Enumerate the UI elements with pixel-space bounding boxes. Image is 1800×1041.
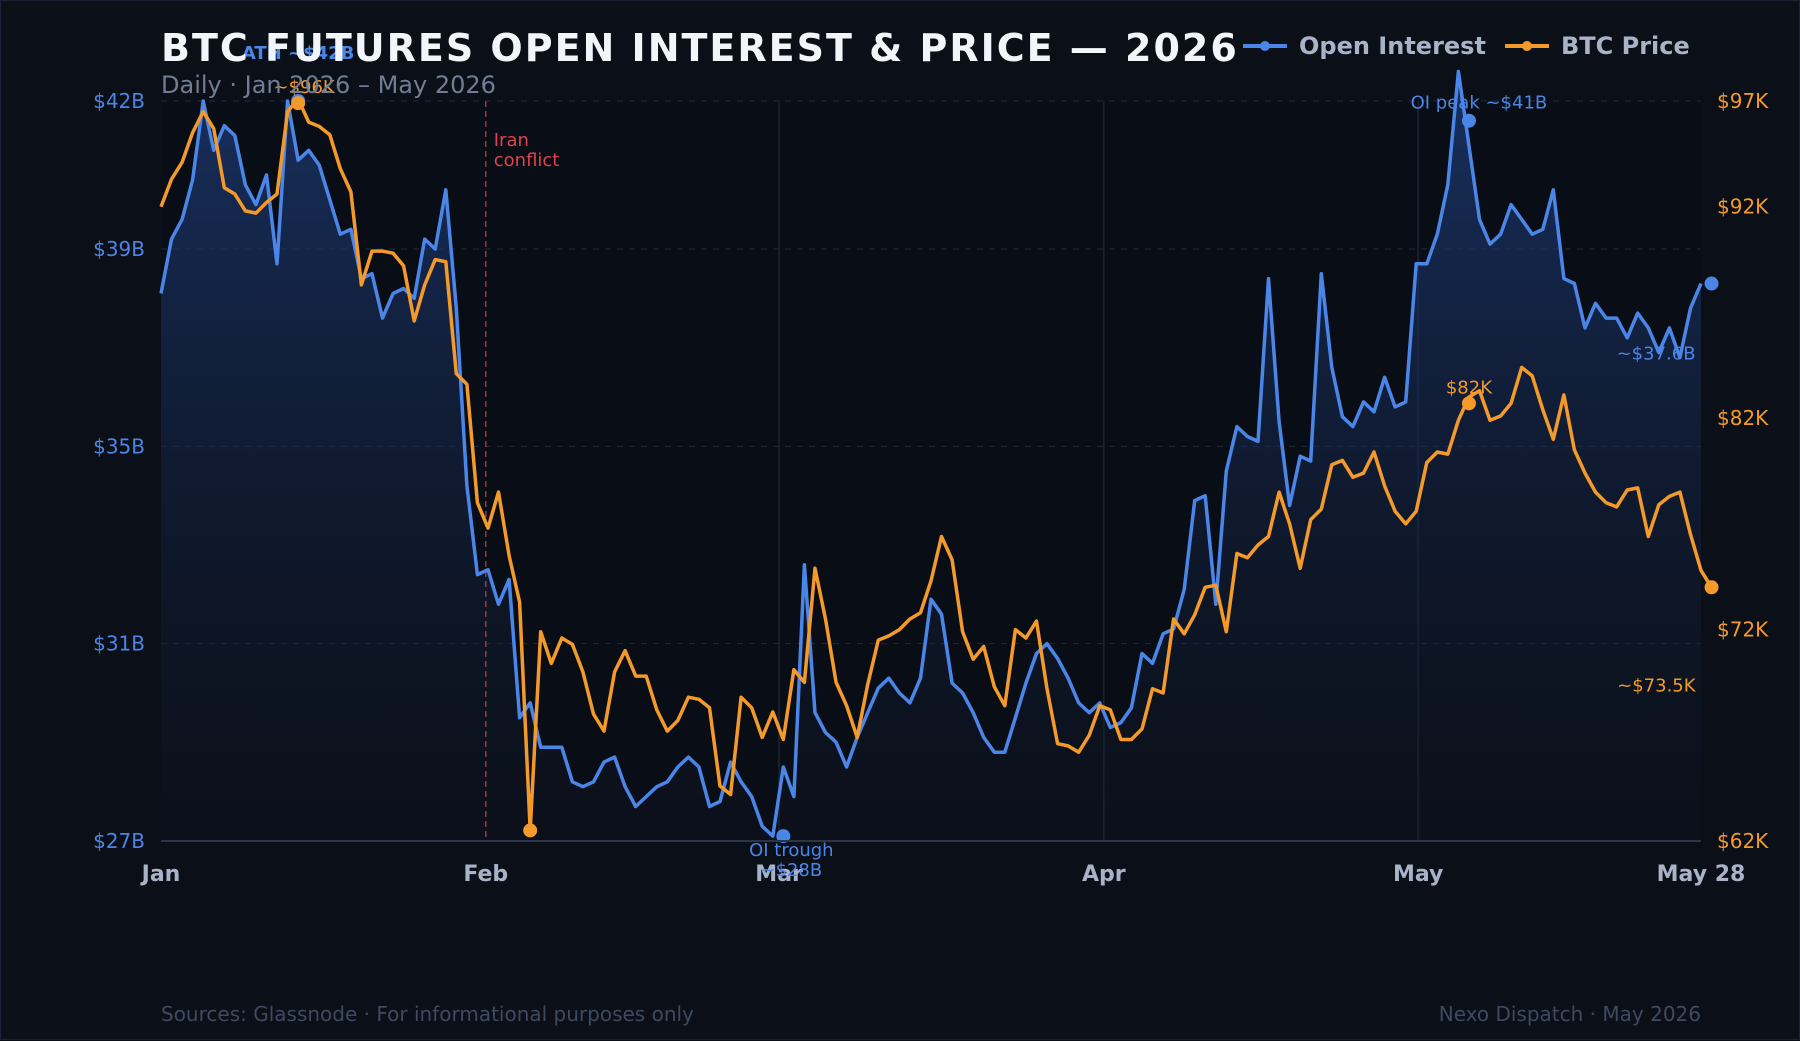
price-annotation-label: ~$96K	[273, 77, 335, 98]
y-left-tick-label: $39B	[93, 237, 145, 261]
y-right-tick-label: $62K	[1717, 829, 1769, 853]
chart-subtitle: Daily · Jan 2026 – May 2026	[161, 71, 496, 99]
price-annotation-label: $82K	[1446, 377, 1493, 398]
open-interest-line	[159, 69, 1703, 838]
annotation-points	[291, 94, 1719, 844]
y-left-tick-label: $35B	[93, 434, 145, 458]
oi-annotation-point	[776, 829, 791, 844]
x-tick-label: Jan	[140, 862, 181, 887]
oi-area-layer	[161, 71, 1701, 841]
legend-price-dot	[1522, 41, 1532, 51]
x-tick-label: May	[1393, 862, 1443, 887]
chart-title: BTC FUTURES OPEN INTEREST & PRICE — 2026	[161, 26, 1239, 70]
oi-annotation-label: OI peak ~$41B	[1411, 93, 1548, 114]
x-tick-label: May 28	[1657, 862, 1746, 887]
oi-annotation-label: OI trough	[749, 840, 834, 861]
footer-sources: Sources: Glassnode · For informational p…	[161, 1002, 694, 1026]
legend-oi-label: Open Interest	[1299, 32, 1486, 60]
oi-area-fill	[161, 71, 1701, 841]
oi-annotation-sublabel: ~$28B	[760, 860, 822, 881]
y-right-tick-label: $72K	[1717, 618, 1769, 642]
footer-credit: Nexo Dispatch · May 2026	[1439, 1002, 1701, 1026]
y-left-tick-label: $31B	[93, 632, 145, 656]
oi-annotation-point	[1704, 276, 1719, 291]
price-annotation-point	[291, 96, 306, 111]
event-marker-label: Iran	[494, 130, 529, 151]
legend-oi-dot	[1260, 41, 1270, 51]
oi-annotation-label: ~$37.6B	[1617, 344, 1696, 365]
annotation-labels: ATH ~$42B OI trough~$28B OI peak ~$41B ~$37…	[242, 43, 1697, 881]
y-right-tick-label: $82K	[1717, 406, 1769, 430]
x-tick-label: Apr	[1082, 862, 1126, 887]
series-lines	[159, 69, 1713, 838]
axes-layer: $42B $39B $35B $31B $27B $97K $92K $82K $72K $62K…	[93, 89, 1769, 887]
oi-annotation-point	[1461, 113, 1476, 128]
y-right-tick-label: $97K	[1717, 89, 1769, 113]
y-left-tick-label: $27B	[93, 829, 145, 853]
price-annotation-point	[1461, 396, 1476, 411]
legend-price-label: BTC Price	[1561, 32, 1690, 60]
btc-price-line	[159, 97, 1713, 833]
price-annotation-label: ~$73.5K	[1617, 675, 1697, 696]
y-right-tick-label: $92K	[1717, 195, 1769, 219]
oi-annotation-label: ATH ~$42B	[242, 43, 355, 64]
price-annotation-point	[1704, 580, 1719, 595]
event-marker-label: conflict	[494, 150, 560, 171]
x-tick-label: Mar	[755, 862, 803, 887]
legend: Open Interest BTC Price	[1243, 32, 1690, 60]
x-tick-label: Feb	[463, 862, 508, 887]
y-left-tick-label: $42B	[93, 89, 145, 113]
price-low-point	[523, 823, 538, 838]
